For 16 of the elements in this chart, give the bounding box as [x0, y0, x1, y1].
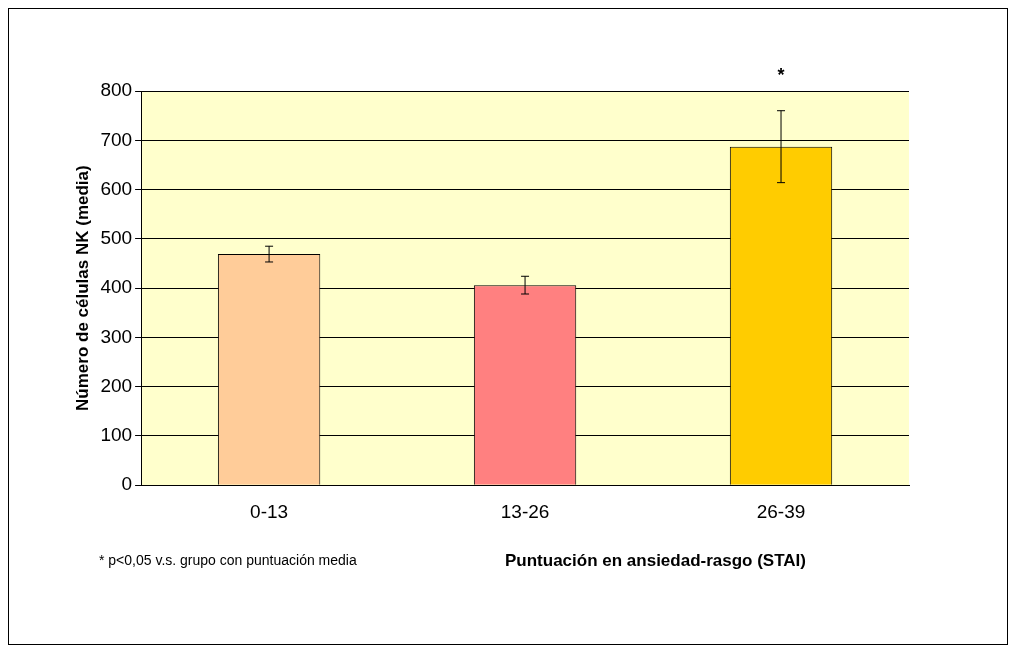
- y-tick-label: 700: [100, 128, 133, 150]
- y-tick-label: 300: [100, 325, 133, 347]
- y-tick-label: 500: [100, 227, 133, 249]
- text: * p<0,05 v.s. grupo con puntuación media: [99, 552, 357, 569]
- x-axis-title: Puntuación en ansiedad-rasgo (STAI): [505, 550, 806, 570]
- x-tick-label: 13-26: [500, 500, 550, 522]
- y-tick-label: 600: [100, 177, 133, 199]
- y-axis-title: Número de células NK (media): [72, 165, 92, 411]
- y-tick-label: 100: [100, 424, 133, 446]
- annotation: *: [777, 64, 785, 85]
- y-tick-label: 200: [100, 374, 133, 396]
- y-tick-label: 0: [121, 473, 133, 495]
- y-tick-label: 800: [100, 79, 133, 101]
- x-tick-label: 26-39: [756, 500, 806, 522]
- x-tick-label: 0-13: [250, 500, 289, 522]
- y-tick-label: 400: [100, 276, 133, 298]
